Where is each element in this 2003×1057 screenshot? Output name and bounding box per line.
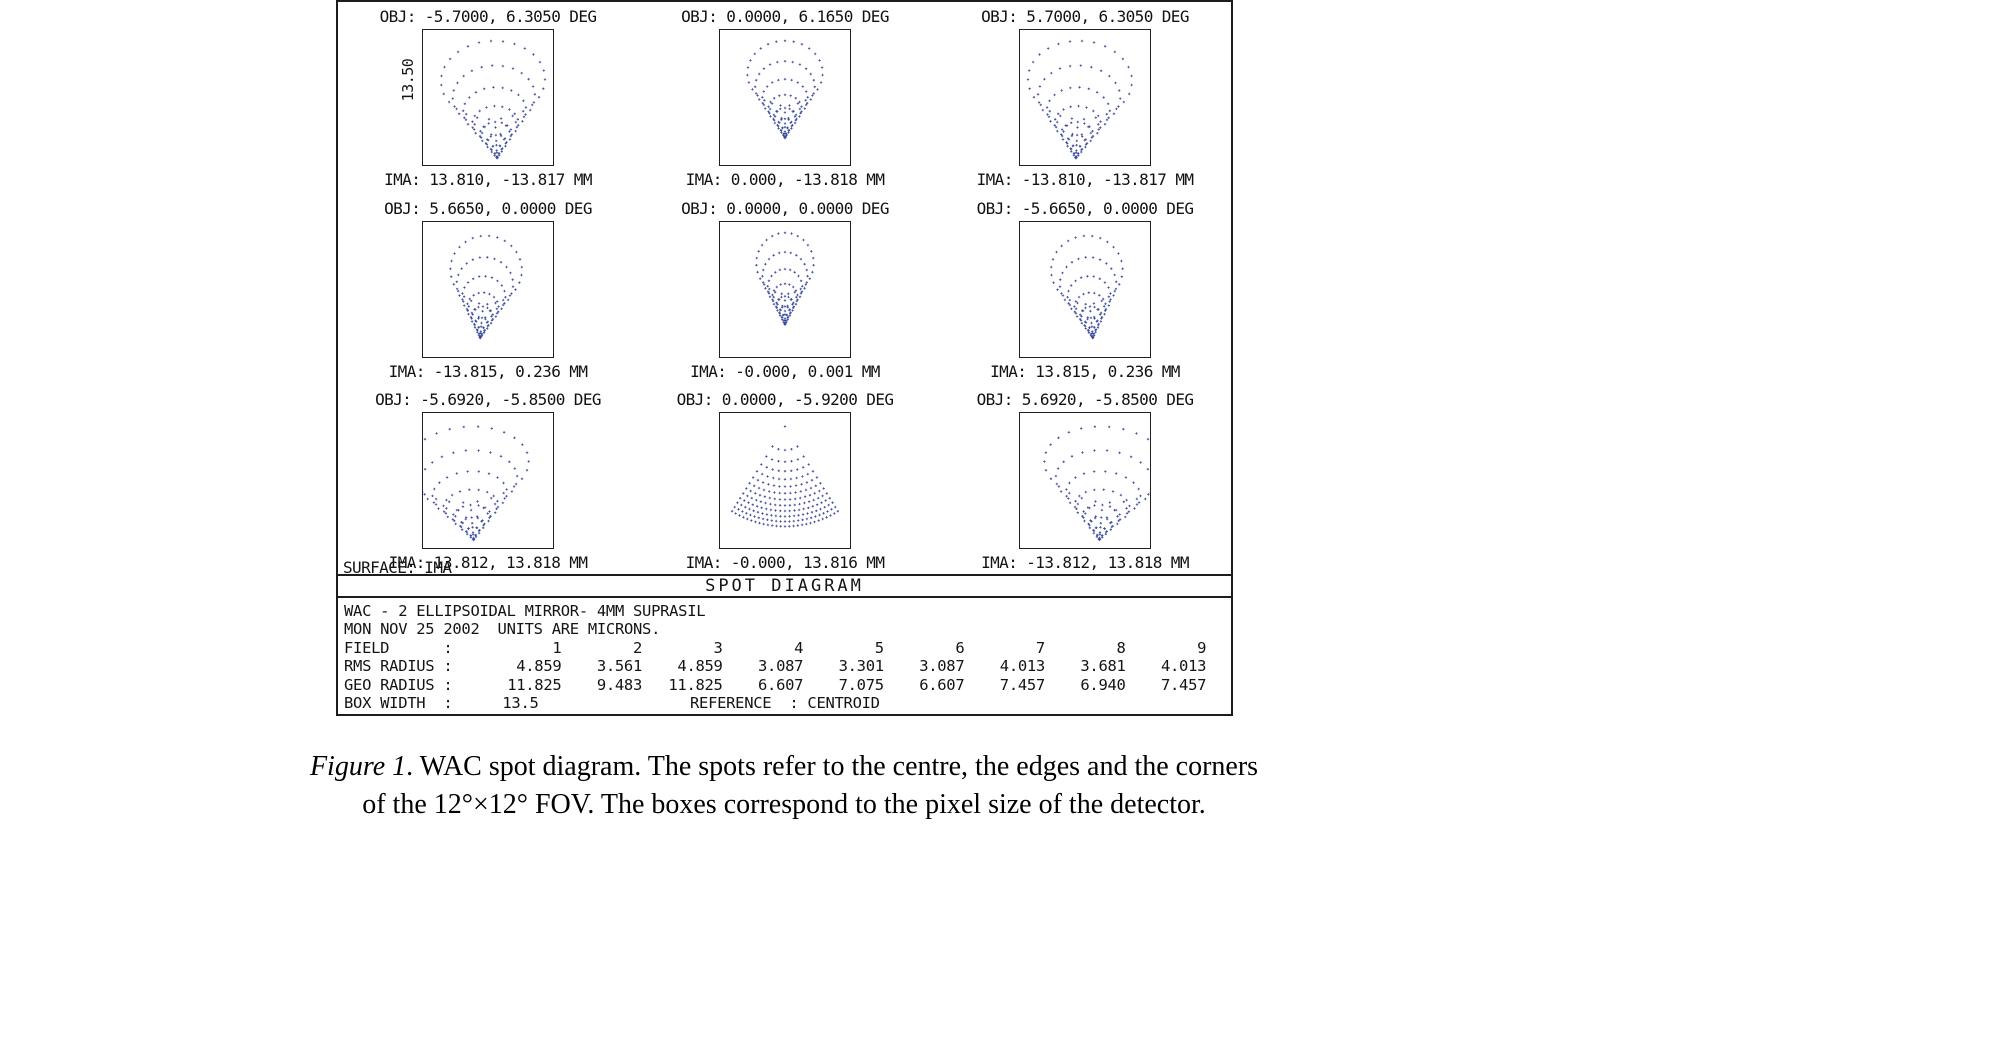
stat-value: 3.087: [758, 657, 804, 676]
ima-label: IMA: -0.000, 0.001 MM: [690, 362, 880, 381]
spot-box: [719, 221, 851, 358]
stat-value: 7: [1035, 638, 1045, 657]
spot-dots: [755, 231, 815, 326]
stat-row-label: FIELD :: [344, 638, 453, 657]
spot-box: [422, 29, 554, 166]
spot-box: [719, 412, 851, 549]
obj-label: OBJ: -5.7000, 6.3050 DEG: [379, 7, 597, 26]
spot-dots: [746, 39, 824, 140]
spot-panel: OBJ: 0.0000, -5.9200 DEG IMA: -0.000, 13…: [655, 389, 915, 573]
stat-value: 3.561: [596, 657, 642, 676]
spot-panel: OBJ: -5.7000, 6.3050 DEG IMA: 13.810, -1…: [358, 6, 618, 190]
stat-row-label: RMS RADIUS :: [344, 657, 453, 676]
spot-box: [422, 412, 554, 549]
spot-box: [1019, 412, 1151, 549]
stat-value: 5: [874, 638, 884, 657]
spot-dots: [1043, 425, 1150, 542]
caption-line1-text: . WAC spot diagram. The spots refer to t…: [406, 751, 1259, 782]
spot-panel: OBJ: 0.0000, 0.0000 DEG IMA: -0.000, 0.0…: [655, 198, 915, 382]
spot-dots: [730, 425, 840, 528]
obj-label: OBJ: 0.0000, 6.1650 DEG: [681, 7, 889, 26]
stat-table: FIELD : 1 2 3 4 5 6 7 8 9 RMS RADIUS : 4.859 3.561 4.…: [344, 639, 1225, 694]
obj-label: OBJ: 5.6650, 0.0000 DEG: [384, 199, 592, 218]
ima-label: IMA: 13.815, 0.236 MM: [990, 362, 1180, 381]
caption-figure-number: Figure 1: [309, 751, 407, 782]
spot-box: [1019, 29, 1151, 166]
spot-box: [1019, 221, 1151, 358]
stat-row: FIELD : 1 2 3 4 5 6 7 8 9: [344, 639, 1225, 657]
ima-label: IMA: -13.810, -13.817 MM: [976, 170, 1194, 189]
spot-box: [422, 221, 554, 358]
box-width-label: BOX WIDTH :: [344, 694, 453, 713]
spot-panel: OBJ: 5.6920, -5.8500 DEG IMA: -13.812, 1…: [955, 389, 1215, 573]
stat-value: 4: [794, 638, 804, 657]
spot-dots: [440, 39, 547, 160]
stat-value: 4.859: [516, 657, 562, 676]
stat-row: RMS RADIUS : 4.859 3.561 4.859 3.087 3.301 3.0…: [344, 657, 1225, 675]
spot-panel: OBJ: 0.0000, 6.1650 DEG IMA: 0.000, -13.…: [655, 6, 915, 190]
spot-panel: OBJ: -5.6920, -5.8500 DEG IMA: 13.812, 1…: [358, 389, 618, 573]
spot-panel: OBJ: -5.6650, 0.0000 DEG IMA: 13.815, 0.…: [955, 198, 1215, 382]
stat-value: 6.607: [919, 675, 965, 694]
stat-value: 11.825: [507, 675, 562, 694]
surface-label: SURFACE: IMA: [343, 558, 452, 577]
box-width-value: 13.5: [502, 694, 539, 713]
stat-value: 3: [713, 638, 723, 657]
stat-value: 1: [552, 638, 562, 657]
stat-value: 4.013: [1160, 657, 1207, 676]
stat-value: 7.457: [1160, 675, 1207, 694]
obj-label: OBJ: 5.7000, 6.3050 DEG: [981, 7, 1189, 26]
caption-line2: of the 12°×12° FOV. The boxes correspond…: [362, 789, 1206, 820]
stat-value: 7.075: [838, 675, 884, 694]
ima-label: IMA: 13.810, -13.817 MM: [384, 170, 592, 189]
spot-dots: [449, 234, 523, 340]
caption-line1: Figure 1. WAC spot diagram. The spots re…: [134, 748, 1434, 786]
ima-label: IMA: -13.815, 0.236 MM: [388, 362, 588, 381]
stat-value: 2: [632, 638, 642, 657]
spot-box: [719, 29, 851, 166]
stat-row: GEO RADIUS : 11.825 9.483 11.825 6.607 7.075 6…: [344, 676, 1225, 694]
stat-value: 6.940: [1080, 675, 1126, 694]
stat-value: 9.483: [596, 675, 642, 694]
ima-label: IMA: 13.812, 13.818 MM: [388, 553, 588, 572]
info-block: WAC - 2 ELLIPSOIDAL MIRROR- 4MM SUPRASIL…: [338, 598, 1231, 714]
figure-caption: Figure 1. WAC spot diagram. The spots re…: [134, 748, 1434, 824]
stat-row-label: GEO RADIUS :: [344, 675, 453, 694]
stat-value: 11.825: [668, 675, 723, 694]
stat-value: 9: [1197, 638, 1207, 657]
ima-label: IMA: -13.812, 13.818 MM: [981, 553, 1189, 572]
ima-label: IMA: -0.000, 13.816 MM: [685, 553, 885, 572]
obj-label: OBJ: 5.6920, -5.8500 DEG: [976, 390, 1194, 409]
stat-value: 3.681: [1080, 657, 1126, 676]
stat-value: 8: [1116, 638, 1126, 657]
obj-label: OBJ: 0.0000, 0.0000 DEG: [681, 199, 889, 218]
spot-dots: [423, 425, 530, 542]
ima-label: IMA: 0.000, -13.818 MM: [685, 170, 885, 189]
stat-value: 3.301: [838, 657, 884, 676]
spot-panel: OBJ: 5.6650, 0.0000 DEG IMA: -13.815, 0.…: [358, 198, 618, 382]
stat-value: 6: [955, 638, 965, 657]
spot-diagram-title: SPOT DIAGRAM: [338, 574, 1231, 598]
spot-dots: [1050, 234, 1124, 340]
stat-value: 3.087: [919, 657, 965, 676]
stat-value: 4.859: [677, 657, 723, 676]
stat-value: 4.013: [999, 657, 1045, 676]
spot-diagram-figure: 13.50 OBJ: -5.7000, 6.3050 DEG IMA: 13.8…: [336, 0, 1233, 716]
date-units-line: MON NOV 25 2002 UNITS ARE MICRONS.: [344, 620, 661, 639]
obj-label: OBJ: -5.6650, 0.0000 DEG: [976, 199, 1194, 218]
spot-panel: OBJ: 5.7000, 6.3050 DEG IMA: -13.810, -1…: [955, 6, 1215, 190]
lens-description: WAC - 2 ELLIPSOIDAL MIRROR- 4MM SUPRASIL: [344, 602, 706, 620]
box-width-row: BOX WIDTH : 13.5 REFERENCE : CENTROID: [344, 694, 1225, 712]
stat-value: 7.457: [999, 675, 1045, 694]
stat-value: 6.607: [758, 675, 804, 694]
reference-label: REFERENCE : CENTROID: [690, 694, 880, 713]
obj-label: OBJ: 0.0000, -5.9200 DEG: [676, 390, 894, 409]
obj-label: OBJ: -5.6920, -5.8500 DEG: [375, 390, 601, 409]
spot-dots: [1026, 39, 1133, 160]
